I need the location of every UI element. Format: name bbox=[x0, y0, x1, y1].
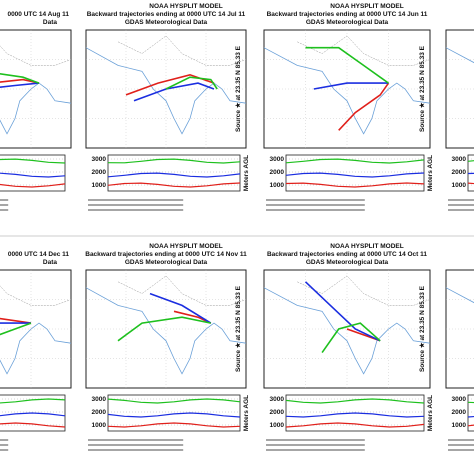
altitude-tick-label: 1000 bbox=[270, 422, 285, 429]
trajectory bbox=[0, 322, 31, 324]
map-frame bbox=[0, 269, 72, 389]
trajectory bbox=[321, 322, 381, 354]
panel: 3000 2000 1000 bbox=[445, 269, 474, 451]
trajectory bbox=[165, 76, 218, 90]
coastline bbox=[85, 47, 247, 135]
altitude-tick-label: 1000 bbox=[92, 422, 107, 429]
trajectory bbox=[0, 82, 40, 88]
altitude-tick-label: 2000 bbox=[92, 409, 107, 416]
altitude-tick-label: 1000 bbox=[452, 422, 467, 429]
panel-title: Backward trajectories ending at 0000 UTC… bbox=[87, 11, 246, 18]
altitude-trace bbox=[107, 158, 241, 164]
panel-subtitle: Data bbox=[43, 19, 57, 26]
altitude-axis-label: Meters AGL bbox=[427, 155, 434, 191]
trajectory bbox=[0, 78, 40, 84]
model-label: NOAA HYSPLIT MODEL bbox=[149, 243, 222, 250]
map-frame bbox=[85, 269, 247, 389]
panel-subtitle: GDAS Meteorological Data bbox=[125, 19, 208, 26]
altitude-trace bbox=[285, 422, 425, 428]
border-line bbox=[297, 275, 431, 306]
panel: 3000 2000 1000 bbox=[445, 29, 474, 211]
altitude-frame bbox=[107, 154, 241, 192]
altitude-tick-label: 2000 bbox=[452, 409, 467, 416]
panel-subtitle: GDAS Meteorological Data bbox=[125, 259, 208, 266]
model-label: NOAA HYSPLIT MODEL bbox=[149, 3, 222, 10]
coastline bbox=[263, 47, 431, 135]
altitude-trace bbox=[107, 172, 241, 178]
map-frame bbox=[0, 29, 72, 149]
trajectory bbox=[117, 316, 211, 342]
altitude-trace bbox=[107, 182, 241, 188]
panel: 0000 UTC 14 Aug 11Data300020001000 bbox=[0, 11, 72, 211]
panel-title: Backward trajectories ending at 0000 UTC… bbox=[267, 251, 427, 258]
altitude-trace bbox=[285, 398, 425, 404]
altitude-tick-label: 1000 bbox=[92, 182, 107, 189]
altitude-trace bbox=[107, 412, 241, 418]
panel-title: Backward trajectories ending at 0000 UTC… bbox=[267, 11, 428, 18]
panel: 0000 UTC 14 Dec 11Data300020001000 bbox=[0, 251, 72, 451]
altitude-trace bbox=[107, 398, 241, 404]
source-label: Source ★ at 23.35 N 85.33 E bbox=[234, 285, 242, 372]
coastline bbox=[263, 287, 431, 375]
trajectory bbox=[0, 322, 32, 336]
trajectory bbox=[133, 82, 215, 102]
altitude-tick-label: 1000 bbox=[452, 182, 467, 189]
trajectory bbox=[149, 292, 212, 324]
trajectory bbox=[0, 72, 40, 84]
panel-title: Backward trajectories ending at 0000 UTC… bbox=[85, 251, 247, 258]
altitude-tick-label: 2000 bbox=[270, 169, 285, 176]
source-label: Source ★ at 23.35 N 85.33 E bbox=[418, 45, 426, 132]
trajectory bbox=[305, 46, 389, 84]
map-frame bbox=[445, 269, 474, 389]
altitude-tick-label: 3000 bbox=[92, 156, 107, 163]
altitude-tick-label: 3000 bbox=[452, 156, 467, 163]
source-label: Source ★ at 23.35 N 85.33 E bbox=[234, 45, 242, 132]
altitude-axis-label: Meters AGL bbox=[427, 395, 434, 431]
altitude-axis-label: Meters AGL bbox=[243, 395, 250, 431]
model-label: NOAA HYSPLIT MODEL bbox=[330, 3, 403, 10]
altitude-tick-label: 3000 bbox=[270, 156, 285, 163]
altitude-trace bbox=[285, 182, 425, 188]
coastline bbox=[0, 322, 72, 375]
source-label: Source ★ at 23.35 N 85.33 E bbox=[418, 285, 426, 372]
altitude-tick-label: 2000 bbox=[270, 409, 285, 416]
altitude-axis-label: Meters AGL bbox=[243, 155, 250, 191]
map-frame bbox=[445, 29, 474, 149]
altitude-trace bbox=[285, 412, 425, 418]
altitude-tick-label: 2000 bbox=[92, 169, 107, 176]
panel-subtitle: GDAS Meteorological Data bbox=[306, 259, 389, 266]
altitude-trace bbox=[0, 422, 66, 428]
altitude-trace bbox=[285, 158, 425, 164]
trajectory bbox=[338, 82, 390, 131]
altitude-frame bbox=[467, 394, 474, 432]
altitude-trace bbox=[0, 412, 66, 417]
panel-title: 0000 UTC 14 Aug 11 bbox=[7, 11, 69, 18]
altitude-tick-label: 3000 bbox=[452, 396, 467, 403]
border-line bbox=[297, 35, 431, 66]
altitude-trace bbox=[107, 422, 241, 428]
altitude-tick-label: 3000 bbox=[270, 396, 285, 403]
trajectory bbox=[0, 317, 32, 324]
coastline bbox=[0, 82, 72, 135]
altitude-trace bbox=[0, 183, 66, 188]
panel-title: 0000 UTC 14 Dec 11 bbox=[8, 251, 69, 258]
panel-subtitle: Data bbox=[43, 259, 57, 266]
trajectory bbox=[304, 281, 381, 342]
altitude-trace bbox=[0, 172, 66, 178]
model-label: NOAA HYSPLIT MODEL bbox=[330, 243, 403, 250]
altitude-tick-label: 1000 bbox=[270, 182, 285, 189]
altitude-trace bbox=[0, 158, 66, 164]
altitude-trace bbox=[285, 172, 425, 178]
trajectory bbox=[313, 82, 389, 90]
coastline bbox=[85, 287, 247, 375]
altitude-tick-label: 3000 bbox=[92, 396, 107, 403]
altitude-trace bbox=[0, 398, 66, 404]
altitude-tick-label: 2000 bbox=[452, 169, 467, 176]
panel-subtitle: GDAS Meteorological Data bbox=[306, 19, 389, 26]
